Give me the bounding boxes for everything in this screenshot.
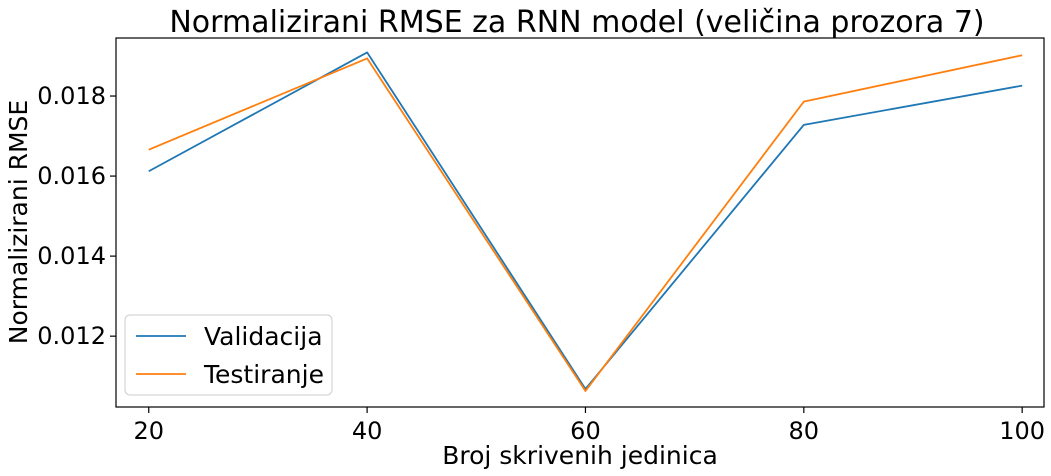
legend: Validacija Testiranje	[124, 314, 333, 396]
x-tick-label: 20	[133, 417, 164, 445]
x-axis: 20 40 60 80 100	[133, 407, 1045, 445]
legend-box	[124, 314, 333, 396]
x-tick-label: 80	[789, 417, 820, 445]
chart-title: Normalizirani RMSE za RNN model (veličin…	[169, 5, 984, 40]
y-tick-label: 0.014	[37, 242, 106, 270]
y-axis-label: Normalizirani RMSE	[4, 100, 33, 344]
y-axis: 0.012 0.014 0.016 0.018	[37, 82, 116, 350]
x-tick-label: 60	[570, 417, 601, 445]
plot-area	[148, 51, 1023, 392]
y-tick-label: 0.012	[37, 322, 106, 350]
x-tick-label: 40	[352, 417, 383, 445]
x-tick-label: 100	[999, 417, 1045, 445]
plot-frame	[115, 37, 1045, 408]
legend-label-0: Validacija	[204, 322, 323, 351]
y-tick-label: 0.016	[37, 162, 106, 190]
y-tick-label: 0.018	[37, 82, 106, 110]
legend-label-1: Testiranje	[203, 360, 324, 389]
x-axis-label: Broj skrivenih jedinica	[442, 441, 718, 470]
